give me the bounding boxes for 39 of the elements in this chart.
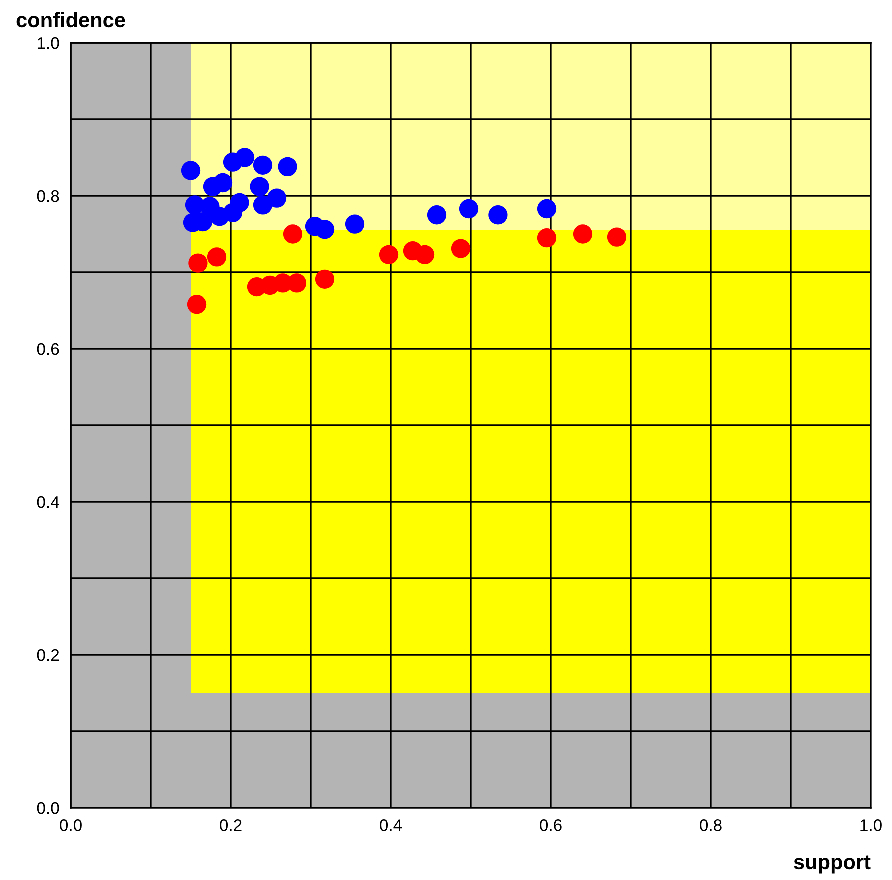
- point: [207, 248, 227, 267]
- x-axis-title: support: [794, 856, 871, 874]
- point: [267, 188, 287, 208]
- point: [537, 199, 557, 219]
- x-tick-label: 0.2: [220, 820, 242, 832]
- point: [213, 173, 233, 193]
- x-tick-label: 0.4: [380, 820, 402, 832]
- x-tick-label: 1.0: [860, 820, 882, 832]
- point: [607, 228, 627, 247]
- point: [315, 270, 335, 289]
- point: [250, 177, 270, 196]
- point: [488, 206, 508, 225]
- point: [188, 254, 208, 273]
- y-axis-title: confidence: [16, 12, 126, 28]
- point: [223, 203, 243, 222]
- point: [573, 224, 593, 244]
- point: [253, 156, 273, 175]
- point: [379, 245, 399, 264]
- point: [459, 199, 479, 219]
- y-tick-label: 0.0: [37, 802, 60, 814]
- x-tick-label: 0.6: [540, 820, 562, 832]
- point: [537, 228, 557, 248]
- point: [187, 295, 207, 314]
- point: [235, 148, 255, 168]
- point: [181, 161, 201, 180]
- y-tick-label: 0.2: [37, 649, 60, 662]
- point: [253, 196, 273, 215]
- point: [415, 245, 435, 264]
- y-tick-label: 1.0: [38, 37, 60, 50]
- point: [427, 206, 447, 225]
- x-tick-label: 0.8: [700, 820, 722, 832]
- y-tick-label: 0.8: [37, 190, 60, 202]
- x-tick-label: 0.0: [60, 820, 82, 832]
- point: [283, 224, 303, 244]
- y-tick-label: 0.4: [37, 496, 60, 508]
- point: [345, 214, 365, 234]
- point: [451, 239, 471, 258]
- y-tick-label: 0.6: [37, 343, 60, 356]
- point: [278, 157, 298, 177]
